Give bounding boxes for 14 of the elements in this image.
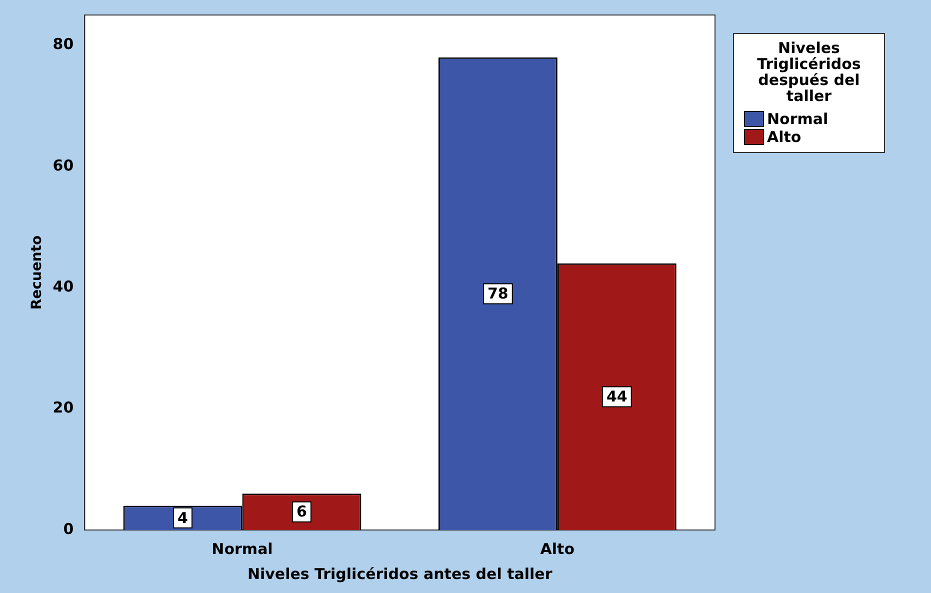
y-axis-title: Recuento xyxy=(29,234,46,310)
data-label: 78 xyxy=(487,284,508,303)
y-tick-label: 80 xyxy=(52,35,74,54)
y-tick-label: 0 xyxy=(63,520,74,538)
y-tick-label: 60 xyxy=(52,156,74,174)
data-label: 6 xyxy=(296,502,307,521)
legend-label: Normal xyxy=(767,110,828,128)
legend-title: Niveles Triglicéridos después del taller xyxy=(756,39,862,105)
data-label: 4 xyxy=(178,508,188,527)
y-tick-label: 20 xyxy=(52,398,74,417)
legend-label: Alto xyxy=(767,128,802,146)
x-axis-title: Niveles Triglicéridos antes del taller xyxy=(247,564,553,583)
data-label: 44 xyxy=(606,388,628,406)
y-tick-label: 40 xyxy=(52,278,74,296)
